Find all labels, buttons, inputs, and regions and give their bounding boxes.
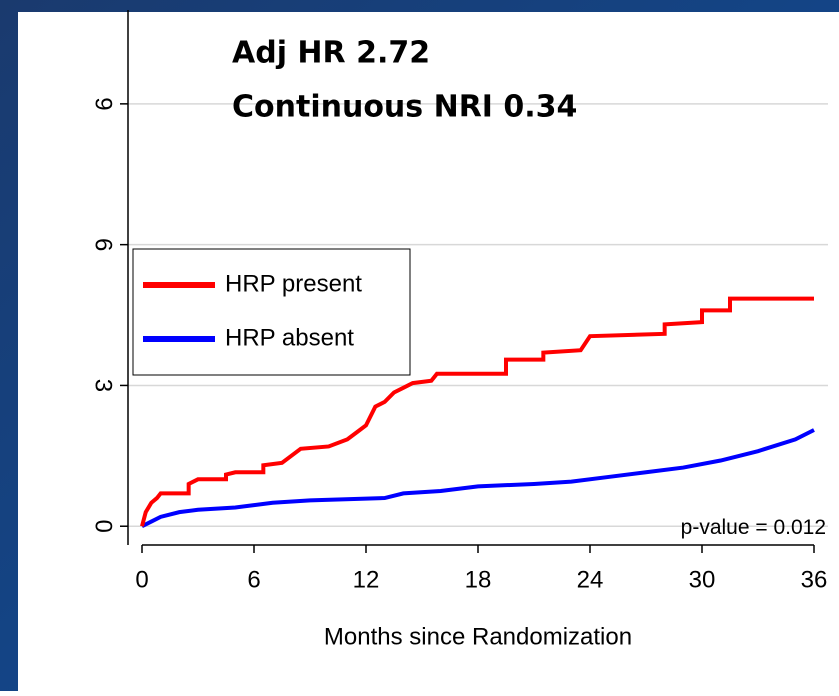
annotation: Continuous NRI 0.34	[232, 90, 577, 125]
x-tick-label: 30	[689, 566, 716, 593]
legend-label: HRP absent	[225, 324, 354, 351]
y-tick-label: 6	[90, 238, 117, 251]
series-line	[140, 296, 814, 527]
series-line	[141, 428, 815, 529]
legend-box	[132, 248, 411, 376]
annotation: Adj HR 2.72	[232, 36, 430, 71]
x-axis-label: Months since Randomization	[324, 623, 632, 650]
y-tick-label: 3	[90, 379, 117, 392]
x-tick-label: 36	[801, 566, 828, 593]
x-tick-label: 24	[577, 566, 604, 593]
y-tick-label: 9	[90, 97, 117, 110]
legend-label: HRP present	[225, 270, 362, 297]
annotation: p-value = 0.012	[681, 516, 826, 539]
x-tick-label: 18	[465, 566, 492, 593]
x-tick-label: 0	[135, 566, 148, 593]
x-tick-label: 12	[353, 566, 380, 593]
y-tick-label: 0	[90, 520, 117, 533]
x-tick-label: 6	[247, 566, 260, 593]
